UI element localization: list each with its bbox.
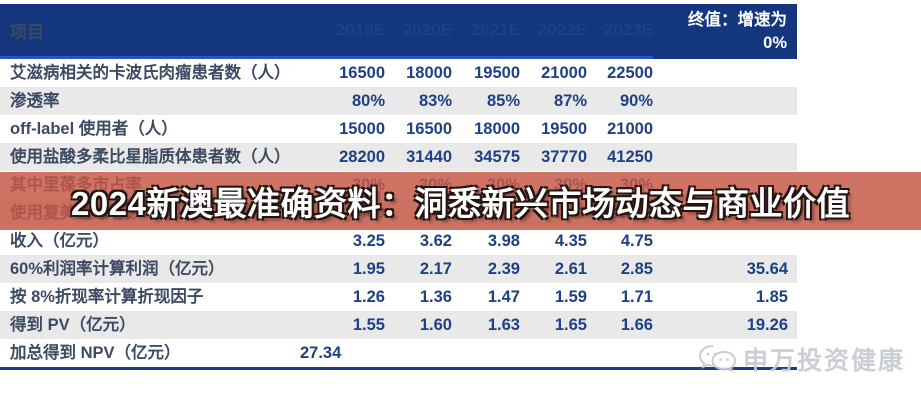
value-cell-2019e: 3.25 bbox=[352, 232, 385, 250]
value-cell-2022e: 1.65 bbox=[554, 316, 587, 334]
value-cell-2021e: 85% bbox=[486, 92, 520, 110]
value-cell-2019e: 1.95 bbox=[352, 260, 385, 278]
value-cell-2019e: 28200 bbox=[339, 148, 385, 166]
table-header-row: 项目 2019E 2020E 2021E 2022E 2023E 终值：增速为 … bbox=[0, 4, 797, 59]
row-label: 60%利润率计算利润（亿元） bbox=[10, 260, 225, 278]
value-cell-2022e bbox=[520, 339, 587, 367]
table-row: 渗透率 80% 83% 85% 87% 90% bbox=[0, 87, 797, 115]
value-cell-2019e: 27.34 bbox=[300, 344, 342, 362]
value-cell-2020e: 18000 bbox=[406, 64, 452, 82]
table-row: 收入（亿元） 3.25 3.62 3.98 4.35 4.75 bbox=[0, 227, 797, 255]
value-cell-2022e: 87% bbox=[553, 92, 587, 110]
value-cell-2019e: 16500 bbox=[339, 64, 385, 82]
value-cell-terminal bbox=[653, 227, 797, 255]
value-cell-2021e: 18000 bbox=[474, 120, 520, 138]
header-project-column: 项目 bbox=[10, 22, 44, 42]
value-cell-2023e: 2.85 bbox=[620, 260, 653, 278]
value-cell-2020e: 83% bbox=[418, 92, 452, 110]
row-label: off-label 使用者（人） bbox=[10, 120, 178, 138]
value-cell-2023e: 4.75 bbox=[620, 232, 653, 250]
table-row: 艾滋病相关的卡波氏肉瘤患者数（人） 16500 18000 19500 2100… bbox=[0, 59, 797, 87]
value-cell-2022e: 37770 bbox=[541, 148, 587, 166]
value-cell-terminal bbox=[653, 143, 797, 171]
table-row: 60%利润率计算利润（亿元） 1.95 2.17 2.39 2.61 2.85 … bbox=[0, 255, 797, 283]
promo-banner-text: 2024新澳最准确资料：洞悉新兴市场动态与商业价值 bbox=[71, 185, 850, 222]
value-cell-2021e: 1.63 bbox=[487, 316, 520, 334]
header-accent-strip bbox=[0, 56, 663, 59]
value-cell-2023e: 22500 bbox=[607, 64, 653, 82]
value-cell-2020e: 16500 bbox=[406, 120, 452, 138]
header-year-2022e: 2022E bbox=[537, 20, 587, 39]
value-cell-2021e: 19500 bbox=[474, 64, 520, 82]
table-row: off-label 使用者（人） 15000 16500 18000 19500… bbox=[0, 115, 797, 143]
row-label: 使用盐酸多柔比星脂质体患者数（人） bbox=[10, 148, 291, 166]
header-year-2019e: 2019E bbox=[335, 20, 385, 39]
promo-banner-overlay: 2024新澳最准确资料：洞悉新兴市场动态与商业价值 bbox=[0, 172, 921, 230]
value-cell-2019e: 1.26 bbox=[352, 288, 385, 306]
value-cell-2021e bbox=[452, 339, 520, 367]
table-row: 使用盐酸多柔比星脂质体患者数（人） 28200 31440 34575 3777… bbox=[0, 143, 797, 171]
row-label: 艾滋病相关的卡波氏肉瘤患者数（人） bbox=[10, 64, 291, 82]
value-cell-terminal bbox=[653, 87, 797, 115]
terminal-header-line1: 终值：增速为 bbox=[688, 11, 787, 29]
table-row: 得到 PV（亿元） 1.55 1.60 1.63 1.65 1.66 19.26 bbox=[0, 311, 797, 339]
value-cell-2023e: 1.71 bbox=[620, 288, 653, 306]
value-cell-2019e: 15000 bbox=[339, 120, 385, 138]
value-cell-2022e: 1.59 bbox=[554, 288, 587, 306]
value-cell-2019e: 80% bbox=[351, 92, 385, 110]
value-cell-2023e bbox=[587, 339, 653, 367]
value-cell-2022e: 19500 bbox=[541, 120, 587, 138]
value-cell-2023e: 41250 bbox=[607, 148, 653, 166]
value-cell-2019e: 1.55 bbox=[352, 316, 385, 334]
value-cell-2023e: 21000 bbox=[607, 120, 653, 138]
row-label: 加总得到 NPV（亿元） bbox=[10, 344, 181, 362]
value-cell-2020e bbox=[385, 339, 452, 367]
row-label: 收入（亿元） bbox=[10, 232, 109, 250]
value-cell-2021e: 2.39 bbox=[487, 260, 520, 278]
value-cell-terminal bbox=[653, 115, 797, 143]
value-cell-2022e: 4.35 bbox=[554, 232, 587, 250]
value-cell-2020e: 2.17 bbox=[419, 260, 452, 278]
value-cell-2020e: 3.62 bbox=[419, 232, 452, 250]
watermark-text: 申万投资健康 bbox=[742, 347, 905, 375]
value-cell-2023e: 1.66 bbox=[620, 316, 653, 334]
value-cell-2020e: 31440 bbox=[406, 148, 452, 166]
header-year-2020e: 2020E bbox=[402, 20, 452, 39]
header-terminal-value: 终值：增速为 0% bbox=[653, 4, 797, 59]
value-cell-terminal: 1.85 bbox=[755, 288, 788, 306]
value-cell-terminal: 35.64 bbox=[746, 260, 788, 278]
value-cell-2020e: 1.60 bbox=[419, 316, 452, 334]
value-cell-terminal bbox=[653, 59, 797, 87]
table-row: 加总得到 NPV（亿元） 27.34 bbox=[0, 339, 797, 367]
wechat-icon bbox=[698, 345, 736, 373]
value-cell-2020e: 1.36 bbox=[419, 288, 452, 306]
row-label: 得到 PV（亿元） bbox=[10, 316, 136, 334]
row-label: 渗透率 bbox=[10, 92, 60, 110]
value-cell-2021e: 3.98 bbox=[487, 232, 520, 250]
row-label: 按 8%折现率计算折现因子 bbox=[10, 288, 204, 306]
header-year-2021e: 2021E bbox=[470, 20, 520, 39]
value-cell-2021e: 34575 bbox=[474, 148, 520, 166]
value-cell-2023e: 90% bbox=[619, 92, 653, 110]
watermark: 申万投资健康 bbox=[698, 341, 905, 377]
table-row: 按 8%折现率计算折现因子 1.26 1.36 1.47 1.59 1.71 1… bbox=[0, 283, 797, 311]
value-cell-2022e: 21000 bbox=[541, 64, 587, 82]
terminal-header-line2: 0% bbox=[763, 34, 787, 52]
value-cell-terminal: 19.26 bbox=[746, 316, 788, 334]
header-year-2023e: 2023E bbox=[603, 20, 653, 39]
value-cell-2022e: 2.61 bbox=[554, 260, 587, 278]
value-cell-2021e: 1.47 bbox=[487, 288, 520, 306]
